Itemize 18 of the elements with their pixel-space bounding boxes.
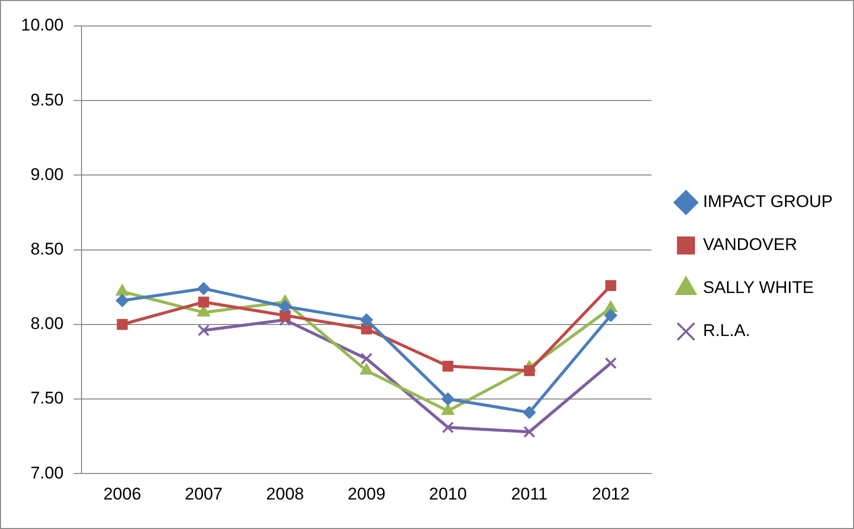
y-tick-label: 7.50 [30,388,64,408]
x-tick-label: 2007 [184,484,223,504]
y-tick-label: 10.00 [20,16,64,35]
legend-label: SALLY WHITE [702,278,814,298]
x-tick-label: 2010 [429,484,467,504]
y-tick-label: 8.50 [30,239,64,258]
legend-label: R.L.A. [702,321,750,340]
y-tick-label: 7.00 [30,463,64,482]
legend-label: IMPACT GROUP [702,192,833,212]
x-tick-label: 2008 [266,484,304,504]
legend-label: VANDOVER [702,235,798,254]
x-tick-label: 2012 [592,484,630,504]
x-tick-label: 2006 [103,484,142,504]
x-tick-label: 2009 [348,484,386,504]
y-tick-label: 8.00 [30,314,64,334]
x-tick-label: 2011 [511,484,548,504]
y-tick-label: 9.50 [30,90,64,110]
y-tick-label: 9.00 [30,164,64,184]
